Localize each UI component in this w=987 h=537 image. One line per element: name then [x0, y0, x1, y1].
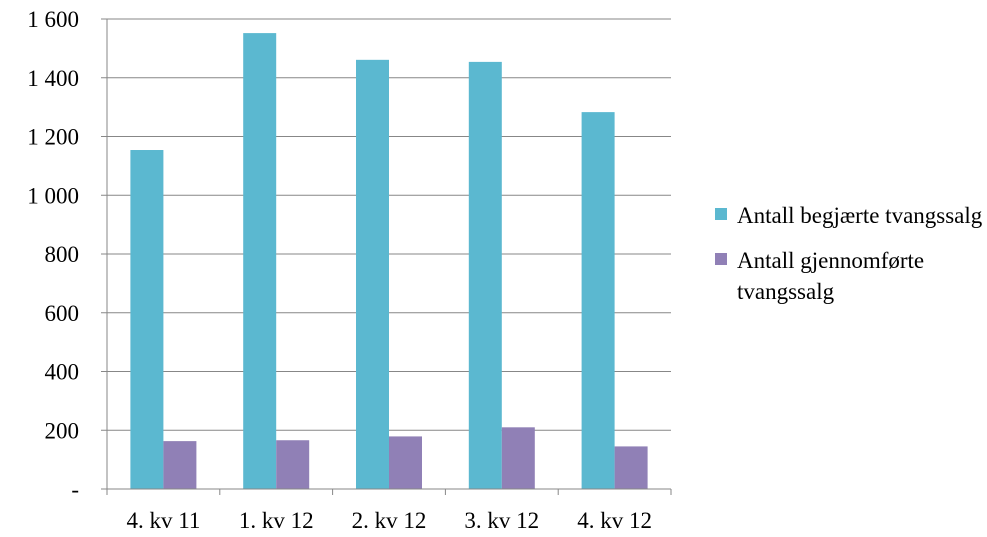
legend-item-gjennomforte: Antall gjennomførte tvangssalg	[715, 245, 987, 307]
axes	[101, 18, 672, 495]
y-tick-label-1: 200	[45, 418, 80, 443]
y-tick-label-7: 1 400	[27, 66, 79, 91]
x-tick-label-4: 4. kv 12	[577, 508, 652, 533]
bar-series-1-cat-0	[163, 441, 197, 489]
legend-swatch-begjaerte	[715, 208, 727, 220]
bar-series-1-cat-2	[389, 436, 422, 489]
y-tick-label-0: -	[71, 477, 79, 502]
y-tick-label-4: 800	[45, 242, 80, 267]
y-tick-label-8: 1 600	[27, 7, 79, 32]
bar-series-0-cat-0	[130, 150, 164, 489]
bar-series-1-cat-4	[614, 446, 648, 489]
bar-series-0-cat-4	[581, 112, 615, 490]
legend-swatch-gjennomforte	[715, 253, 727, 265]
x-tick-label-0: 4. kv 11	[126, 508, 200, 533]
y-tick-label-6: 1 200	[27, 125, 79, 150]
x-tick-labels: 4. kv 11 1. kv 12 2. kv 12 3. kv 12 4. kv 12	[126, 508, 652, 533]
x-tick-label-1: 1. kv 12	[239, 508, 314, 533]
bar-series-0-cat-1	[243, 33, 277, 489]
legend: Antall begjærte tvangssalg Antall gjenno…	[715, 200, 987, 321]
x-tick-label-3: 3. kv 12	[464, 508, 539, 533]
legend-label-gjennomforte: Antall gjennomførte tvangssalg	[737, 248, 925, 304]
bar-series-1-cat-1	[276, 440, 310, 489]
y-tick-label-2: 400	[45, 360, 80, 385]
y-tick-label-3: 600	[45, 301, 80, 326]
bar-series-0-cat-3	[468, 61, 502, 489]
bar-series-0-cat-2	[356, 59, 389, 490]
y-tick-label-5: 1 000	[27, 183, 79, 208]
legend-label-begjaerte: Antall begjærte tvangssalg	[737, 203, 983, 228]
legend-item-begjaerte: Antall begjærte tvangssalg	[715, 200, 987, 231]
x-tick-label-2: 2. kv 12	[352, 508, 427, 533]
bar-series-1-cat-3	[501, 427, 535, 489]
y-tick-labels: - 200 400 600 800 1 000 1 200 1 400 1 600	[27, 7, 79, 502]
bars	[130, 33, 648, 490]
